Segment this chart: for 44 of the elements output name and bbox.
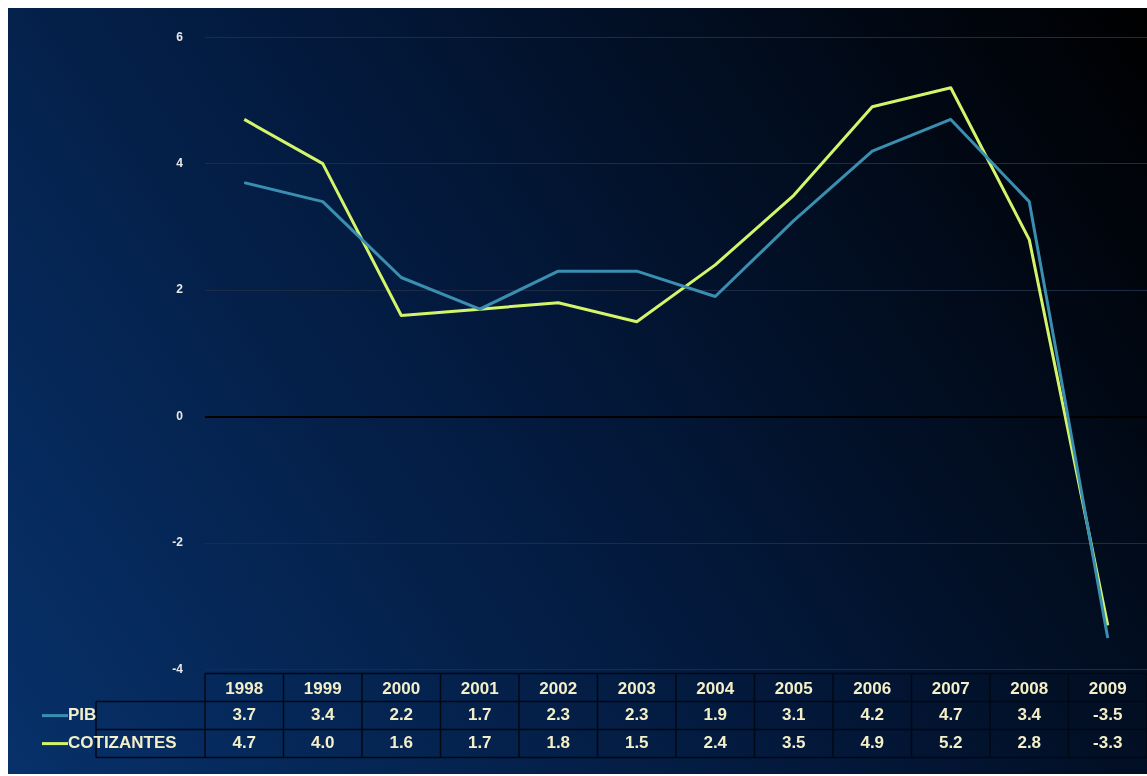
x-tick-label: 1999: [303, 679, 342, 699]
data-label: 3.1: [781, 705, 806, 725]
x-tick-label: 1998: [225, 679, 264, 699]
y-tick-label: 6: [176, 29, 184, 44]
data-label: 1.7: [467, 705, 492, 725]
data-label: 1.5: [624, 733, 649, 753]
data-label: 5.2: [938, 733, 963, 753]
x-tick-label: 2009: [1088, 679, 1127, 699]
legend-label: PIB: [68, 705, 97, 725]
data-label: 4.2: [860, 705, 885, 725]
y-tick-label: 0: [176, 408, 184, 423]
y-tick-label: 4: [176, 155, 184, 170]
data-label: 4.7: [938, 705, 963, 725]
x-tick-label: 2004: [696, 679, 735, 699]
y-tick-label: 2: [176, 282, 184, 297]
x-tick-label: 2001: [460, 679, 499, 699]
data-label: 4.9: [860, 733, 885, 753]
data-label: 3.4: [310, 705, 336, 725]
data-label: 2.3: [546, 705, 571, 725]
x-tick-label: 2000: [382, 679, 421, 699]
data-label: 2.4: [703, 733, 728, 753]
x-tick-label: 2007: [931, 679, 970, 699]
data-label: 3.5: [781, 733, 806, 753]
legend-label: COTIZANTES: [68, 733, 177, 753]
data-label: 3.7: [232, 705, 257, 725]
y-tick-label: -2: [172, 535, 184, 550]
data-label: 3.4: [1017, 705, 1042, 725]
data-label: 1.7: [467, 733, 492, 753]
x-tick-label: 2003: [617, 679, 656, 699]
data-label: 4.7: [232, 733, 257, 753]
data-label: -3.3: [1093, 733, 1123, 753]
data-label: 2.2: [389, 705, 414, 725]
y-tick-label: -4: [172, 661, 184, 676]
x-tick-label: 2006: [853, 679, 892, 699]
data-label: 2.3: [624, 705, 649, 725]
data-label: -3.5: [1093, 705, 1123, 725]
data-label: 4.0: [310, 733, 335, 753]
data-label: 1.9: [703, 705, 728, 725]
x-tick-label: 2008: [1010, 679, 1049, 699]
data-label: 1.8: [546, 733, 571, 753]
x-tick-label: 2005: [774, 679, 813, 699]
x-tick-label: 2002: [539, 679, 578, 699]
data-label: 2.8: [1017, 733, 1042, 753]
data-label: 1.6: [389, 733, 414, 753]
